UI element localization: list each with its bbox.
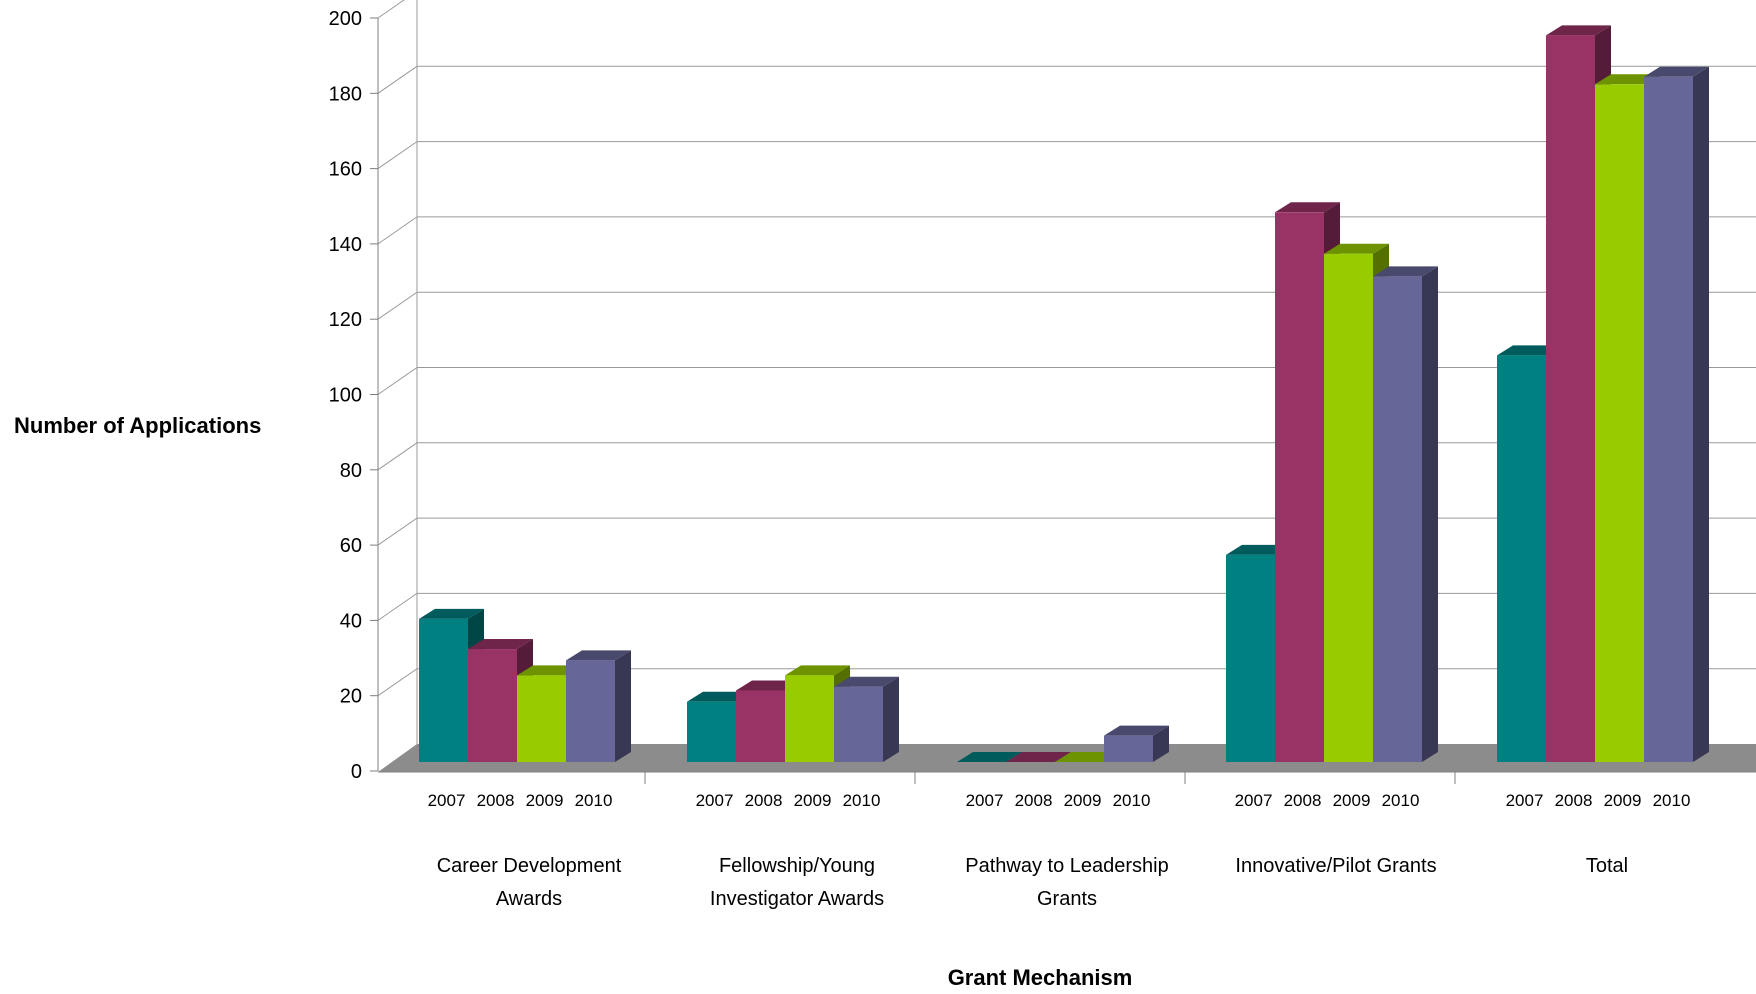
x-year-label: 2009 (1064, 791, 1102, 810)
category-label: Investigator Awards (710, 888, 884, 910)
x-year-label: 2010 (1653, 791, 1691, 810)
category-label: Grants (1037, 888, 1097, 910)
y-axis-title: Number of Applications (14, 413, 261, 438)
x-year-label: 2010 (1382, 791, 1420, 810)
y-tick-label: 0 (351, 761, 362, 783)
x-year-label: 2008 (1015, 791, 1053, 810)
bars (419, 25, 1709, 763)
category-label: Total (1586, 855, 1628, 877)
y-tick-label: 40 (340, 610, 362, 632)
category-label: Fellowship/Young (719, 855, 875, 877)
category-label: Awards (496, 888, 562, 910)
y-tick-label: 100 (329, 385, 362, 407)
y-tick-label: 160 (329, 159, 362, 181)
x-year-label: 2008 (745, 791, 783, 810)
y-tick-label: 20 (340, 686, 362, 708)
bar-2010-cat3 (1373, 266, 1438, 762)
x-year-label: 2007 (428, 791, 466, 810)
y-tick-label: 80 (340, 460, 362, 482)
y-tick-label: 120 (329, 309, 362, 331)
bar-2010-cat2 (1104, 725, 1169, 762)
bar-2010-cat1 (834, 676, 899, 762)
y-tick-label: 60 (340, 535, 362, 557)
bar-2007-cat2 (957, 752, 1022, 762)
y-tick-label: 180 (329, 83, 362, 105)
bar-2010-cat4 (1644, 66, 1709, 762)
category-label: Pathway to Leadership (965, 855, 1168, 877)
x-year-label: 2008 (477, 791, 515, 810)
x-year-label: 2009 (1604, 791, 1642, 810)
labels: 0 20 40 60 80 100 120 140 160 180 200 2007 2008 2009 2… (329, 8, 1691, 910)
bar-2009-cat2 (1055, 752, 1120, 762)
x-year-label: 2008 (1555, 791, 1593, 810)
x-year-label: 2007 (1506, 791, 1544, 810)
x-year-label: 2008 (1284, 791, 1322, 810)
y-tick-label: 200 (329, 8, 362, 30)
category-label: Career Development (437, 855, 622, 877)
x-year-label: 2010 (1113, 791, 1151, 810)
bar-2008-cat2 (1006, 752, 1071, 762)
category-label: Innovative/Pilot Grants (1235, 855, 1436, 877)
x-year-label: 2009 (526, 791, 564, 810)
x-year-label: 2007 (1235, 791, 1273, 810)
x-year-label: 2009 (794, 791, 832, 810)
y-tick-label: 140 (329, 234, 362, 256)
bar-2010-cat0 (566, 650, 631, 762)
x-year-label: 2009 (1333, 791, 1371, 810)
x-year-label: 2010 (843, 791, 881, 810)
x-axis-title: Grant Mechanism (948, 965, 1133, 990)
gridline (377, 0, 405, 19)
x-year-label: 2007 (696, 791, 734, 810)
x-year-label: 2007 (966, 791, 1004, 810)
x-year-label: 2010 (575, 791, 613, 810)
